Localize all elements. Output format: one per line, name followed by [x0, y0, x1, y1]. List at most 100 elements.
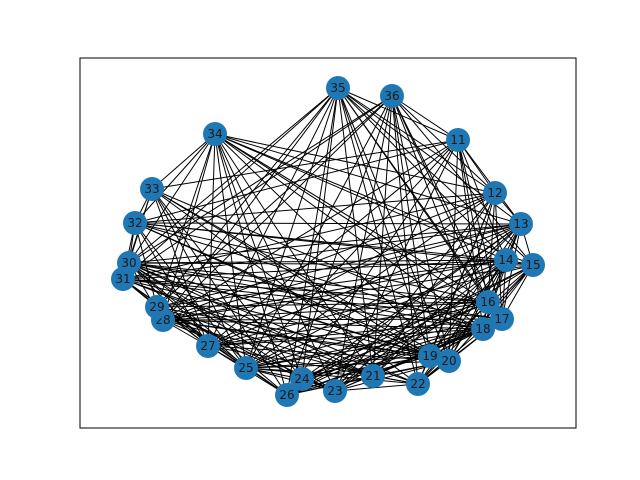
- edge-29-35: [156, 87, 339, 308]
- node-label: 22: [410, 377, 425, 391]
- node-20: 20: [437, 349, 461, 373]
- edge-31-36: [122, 95, 393, 280]
- edge-21-35: [337, 87, 374, 377]
- edge-17-36: [391, 95, 503, 320]
- node-12: 12: [483, 181, 507, 205]
- node-label: 34: [207, 127, 222, 141]
- edge-26-35: [286, 87, 339, 396]
- node-13: 13: [509, 212, 533, 236]
- edge-15-30: [128, 262, 534, 266]
- node-circle: [494, 248, 518, 272]
- node-circle: [483, 181, 507, 205]
- node-25: 25: [234, 356, 258, 380]
- edge-24-34: [214, 133, 303, 380]
- edge-13-19: [429, 223, 522, 357]
- node-circle: [203, 122, 227, 146]
- edge-11-36: [391, 95, 459, 141]
- node-label: 15: [525, 258, 540, 272]
- edge-20-36: [391, 95, 450, 362]
- edge-11-13: [457, 139, 522, 225]
- edge-14-31: [122, 259, 507, 280]
- edge-29-32: [134, 222, 158, 308]
- edge-32-34: [134, 133, 216, 224]
- node-35: 35: [326, 76, 350, 100]
- node-label: 32: [127, 216, 142, 230]
- edge-24-30: [128, 262, 303, 380]
- edge-18-24: [301, 328, 484, 380]
- edge-13-29: [156, 223, 522, 308]
- edge-17-30: [128, 262, 503, 320]
- node-label: 19: [422, 349, 437, 363]
- edge-16-22: [417, 301, 489, 385]
- node-circle: [361, 364, 385, 388]
- node-15: 15: [521, 253, 545, 277]
- node-circle: [290, 367, 314, 391]
- edge-11-33: [151, 139, 459, 190]
- edge-20-34: [214, 133, 450, 362]
- node-label: 36: [384, 89, 399, 103]
- node-label: 24: [294, 372, 309, 386]
- node-circle: [196, 334, 220, 358]
- node-24: 24: [290, 367, 314, 391]
- node-31: 31: [111, 267, 135, 291]
- node-circle: [509, 212, 533, 236]
- node-34: 34: [203, 122, 227, 146]
- edge-11-35: [337, 87, 459, 141]
- edge-20-35: [337, 87, 450, 362]
- node-circle: [380, 84, 404, 108]
- edge-11-28: [162, 139, 459, 321]
- node-label: 31: [115, 272, 130, 286]
- edge-16-29: [156, 301, 489, 308]
- node-label: 20: [441, 354, 456, 368]
- edge-20-30: [128, 262, 450, 362]
- node-29: 29: [145, 295, 169, 319]
- node-circle: [446, 128, 470, 152]
- node-circle: [323, 379, 347, 403]
- edge-25-33: [151, 188, 247, 369]
- edge-12-31: [122, 192, 496, 280]
- node-label: 21: [365, 369, 380, 383]
- edge-24-33: [151, 188, 303, 380]
- edge-12-34: [214, 133, 496, 194]
- node-circle: [275, 383, 299, 407]
- edge-22-23: [334, 383, 419, 392]
- edge-18-33: [151, 188, 484, 330]
- node-22: 22: [406, 372, 430, 396]
- node-circle: [418, 344, 442, 368]
- node-26: 26: [275, 383, 299, 407]
- edge-27-35: [207, 87, 339, 347]
- edge-16-34: [214, 133, 489, 303]
- edge-17-28: [162, 318, 503, 321]
- node-11: 11: [446, 128, 470, 152]
- edge-14-20: [448, 259, 507, 362]
- node-27: 27: [196, 334, 220, 358]
- edge-30-34: [128, 133, 216, 264]
- edge-30-35: [128, 87, 339, 264]
- node-18: 18: [471, 317, 495, 341]
- edge-16-26: [286, 301, 489, 396]
- edge-20-33: [151, 188, 450, 362]
- edge-16-32: [134, 222, 489, 303]
- edge-23-36: [334, 95, 393, 392]
- node-label: 11: [450, 133, 465, 147]
- edge-26-34: [214, 133, 288, 396]
- node-circle: [521, 253, 545, 277]
- edge-12-36: [391, 95, 496, 194]
- edge-15-34: [214, 133, 534, 266]
- node-label: 25: [238, 361, 253, 375]
- node-label: 23: [327, 384, 342, 398]
- node-label: 33: [144, 182, 159, 196]
- edge-21-36: [372, 95, 393, 377]
- edge-13-17: [501, 223, 522, 320]
- edge-19-35: [337, 87, 431, 357]
- edge-26-29: [156, 306, 288, 396]
- node-label: 27: [200, 339, 215, 353]
- edge-22-36: [391, 95, 419, 385]
- node-33: 33: [140, 177, 164, 201]
- edge-25-30: [128, 262, 247, 369]
- node-circle: [437, 349, 461, 373]
- edge-17-25: [245, 318, 503, 369]
- edge-16-36: [391, 95, 489, 303]
- edge-20-27: [207, 345, 450, 362]
